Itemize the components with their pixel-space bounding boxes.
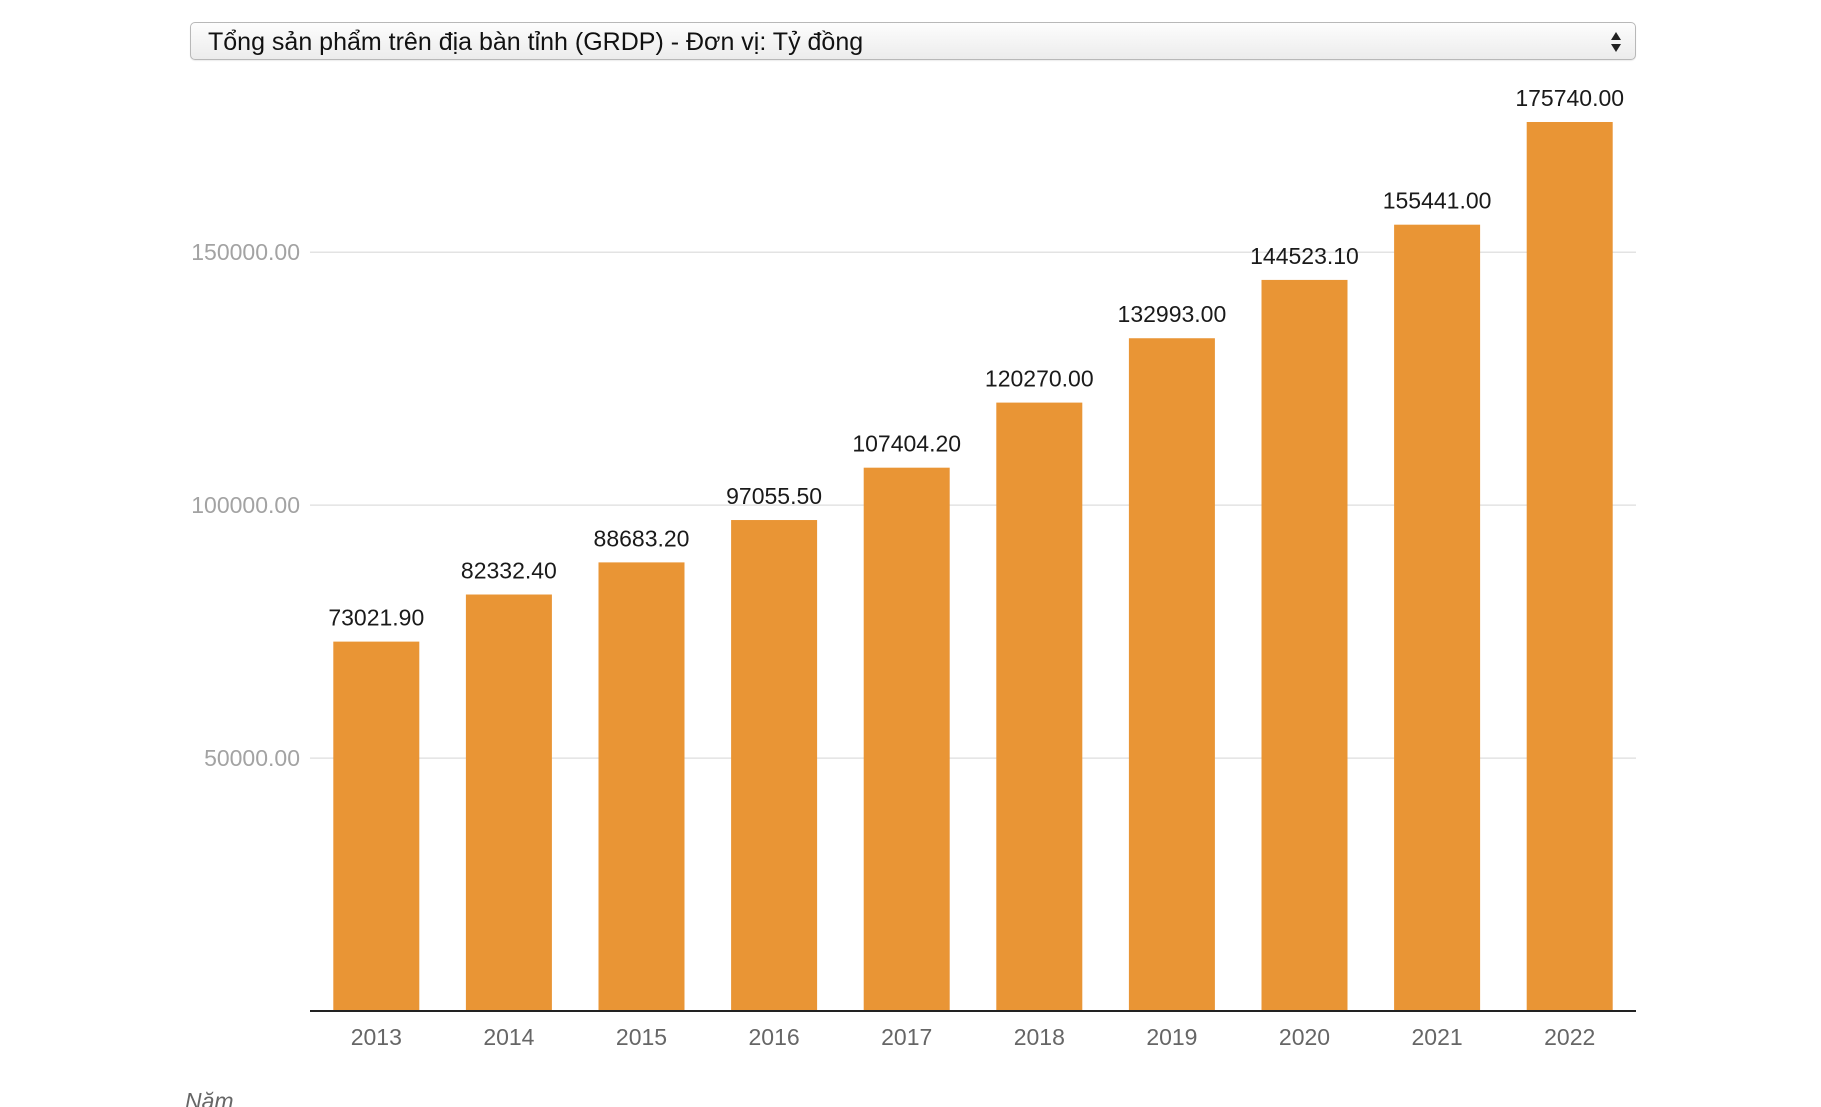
data-label: 144523.10 [1250, 243, 1359, 269]
data-label: 155441.00 [1383, 188, 1492, 214]
data-label: 82332.40 [461, 558, 557, 584]
bar-2013[interactable] [333, 641, 420, 1011]
x-tick-label: 2018 [1014, 1024, 1065, 1050]
data-label: 107404.20 [852, 431, 961, 457]
y-tick-label: 100000.00 [191, 492, 300, 518]
data-label: 88683.20 [594, 525, 690, 551]
x-tick-label: 2017 [881, 1024, 932, 1050]
x-axis-title: Năm [185, 1088, 234, 1107]
bar-2016[interactable] [731, 520, 818, 1011]
bar-2022[interactable] [1526, 122, 1613, 1011]
y-tick-label: 50000.00 [204, 745, 300, 771]
x-tick-label: 2020 [1279, 1024, 1330, 1050]
x-tick-label: 2015 [616, 1024, 667, 1050]
bar-2020[interactable] [1261, 279, 1348, 1012]
y-tick-label: 150000.00 [191, 239, 300, 265]
x-tick-label: 2019 [1146, 1024, 1197, 1050]
bar-2017[interactable] [863, 467, 950, 1012]
data-label: 120270.00 [985, 366, 1094, 392]
bar-2018[interactable] [996, 402, 1083, 1011]
bar-2019[interactable] [1128, 338, 1215, 1012]
x-tick-label: 2013 [351, 1024, 402, 1050]
x-tick-label: 2022 [1544, 1024, 1595, 1050]
indicator-select[interactable]: Tổng sản phẩm trên địa bàn tỉnh (GRDP) -… [190, 22, 1636, 60]
x-tick-label: 2014 [483, 1024, 534, 1050]
data-label: 97055.50 [726, 483, 822, 509]
bar-2015[interactable] [598, 562, 685, 1011]
x-tick-label: 2021 [1412, 1024, 1463, 1050]
x-tick-label: 2016 [749, 1024, 800, 1050]
data-label: 132993.00 [1118, 301, 1227, 327]
indicator-select-value: Tổng sản phẩm trên địa bàn tỉnh (GRDP) -… [208, 28, 864, 56]
bar-2021[interactable] [1394, 224, 1481, 1012]
bar-2014[interactable] [465, 594, 552, 1011]
up-down-chevron-icon [1611, 32, 1621, 52]
data-label: 175740.00 [1515, 85, 1624, 111]
data-label: 73021.90 [328, 605, 424, 631]
